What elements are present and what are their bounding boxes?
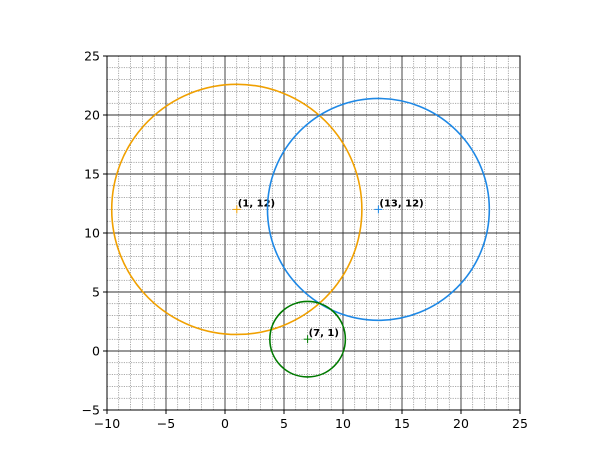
center-label: (7, 1) — [309, 328, 339, 339]
circles-layer: (1, 12) (13, 12) (7, 1) — [110, 83, 491, 378]
y-tick-label: 5 — [92, 285, 100, 300]
y-tick-label: 25 — [84, 49, 100, 64]
x-tick-label: 0 — [221, 416, 229, 431]
x-tick-label: 15 — [394, 416, 410, 431]
x-tick-label: −10 — [94, 416, 120, 431]
center-label: (13, 12) — [379, 198, 423, 209]
x-tick-label: 10 — [335, 416, 351, 431]
major-grid — [106, 55, 521, 411]
minor-grid — [107, 56, 520, 410]
circle-outline — [266, 97, 491, 322]
circle-outline — [269, 300, 347, 378]
center-label: (1, 12) — [238, 198, 275, 209]
y-tick-label: 20 — [84, 108, 100, 123]
x-tick-label: 20 — [453, 416, 469, 431]
y-tick-label: 0 — [92, 344, 100, 359]
x-tick-label: 25 — [512, 416, 528, 431]
circle-outline — [110, 83, 363, 336]
y-tick-label: 15 — [84, 167, 100, 182]
y-tick-label: −5 — [82, 403, 100, 418]
y-tick-label: 10 — [84, 226, 100, 241]
x-tick-label: −5 — [157, 416, 175, 431]
x-tick-label: 5 — [280, 416, 288, 431]
